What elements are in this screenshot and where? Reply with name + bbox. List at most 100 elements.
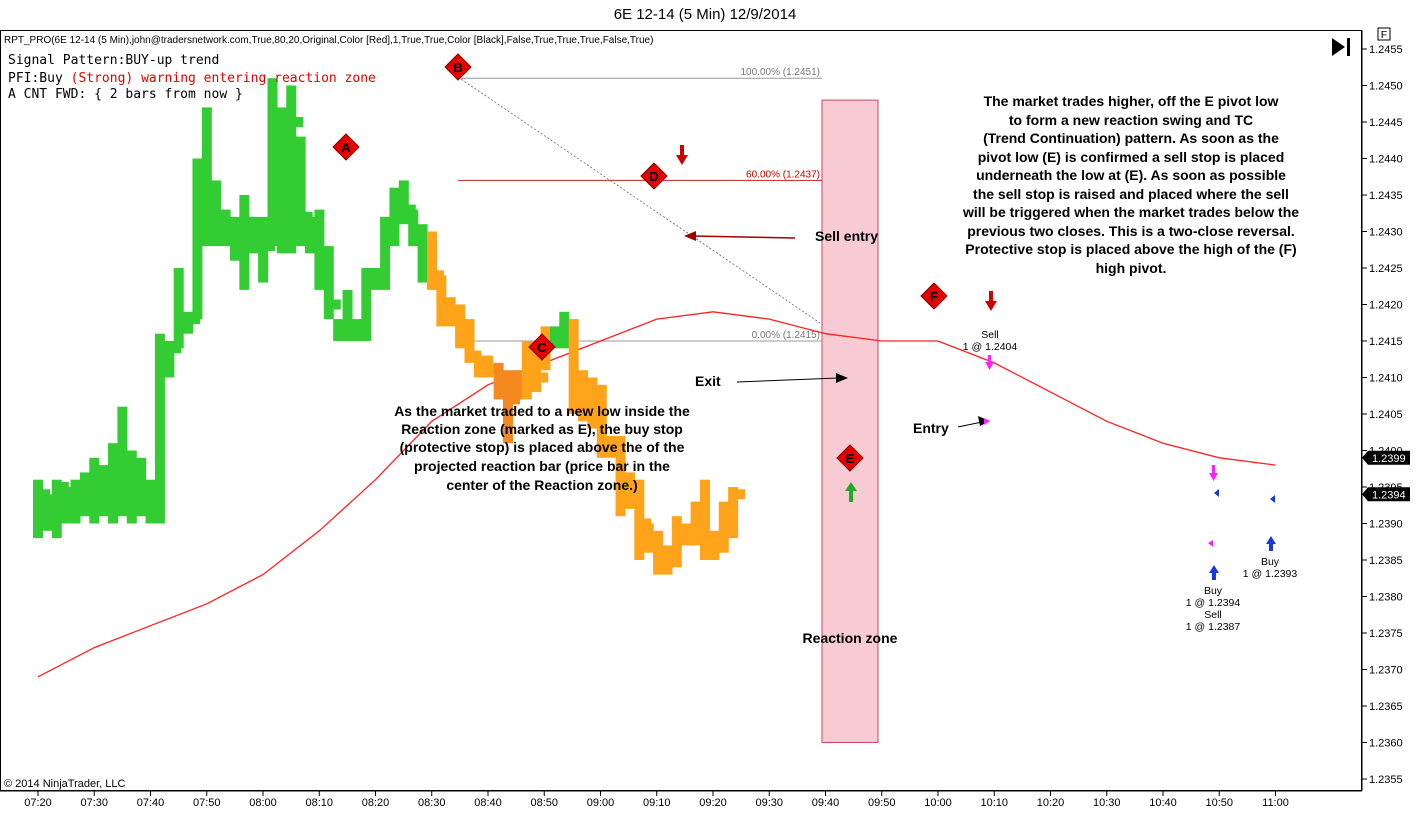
pivot-diamond-icon	[444, 53, 472, 81]
y-tick-label: 1.2385	[1369, 555, 1403, 567]
bar-range	[145, 479, 156, 524]
reaction-text-line: center of the Reaction zone.)	[446, 477, 637, 493]
bar-range	[164, 341, 175, 378]
x-tick-label: 09:40	[812, 797, 840, 809]
indicator-params: RPT_PRO(6E 12-14 (5 Min),john@tradersnet…	[4, 35, 653, 46]
y-tick-label: 1.2375	[1369, 628, 1403, 640]
bar-range	[276, 107, 287, 254]
x-tick-label: 10:30	[1093, 797, 1121, 809]
y-tick-label: 1.2415	[1369, 336, 1403, 348]
x-tick-label: 07:20	[24, 797, 52, 809]
y-tick-label: 1.2450	[1369, 81, 1403, 93]
y-tick-label: 1.2410	[1369, 373, 1403, 385]
bar-range	[464, 319, 475, 363]
bar-range	[239, 195, 250, 290]
x-tick-label: 10:10	[980, 797, 1008, 809]
bar-range	[229, 216, 240, 261]
pivot-label: C	[537, 340, 547, 355]
sell-entry-arrowhead	[684, 231, 696, 241]
x-tick-label: 08:10	[305, 797, 333, 809]
y-tick-label: 1.2355	[1369, 774, 1403, 786]
x-tick-label: 11:00	[1262, 797, 1289, 809]
last-price-tag: 1.2399	[1362, 450, 1410, 465]
bar-range	[136, 457, 147, 517]
bar-range	[436, 275, 447, 327]
y-tick-label: 1.2445	[1369, 117, 1403, 129]
trend-text-line: pivot low (E) is confirmed a sell stop i…	[978, 149, 1285, 165]
bar-range	[615, 435, 626, 517]
x-axis-ticks: 07:20 07:30 07:40 07:50 08:00 08:10 08:20 08:30…	[24, 791, 1289, 809]
signal-pattern: Signal Pattern:BUY-up trend	[8, 53, 219, 68]
x-tick-label: 10:00	[924, 797, 952, 809]
bar-range	[117, 406, 128, 517]
trend-text-block: The market trades higher, off the E pivo…	[962, 93, 1299, 276]
bar-range	[512, 370, 523, 400]
bar-range	[681, 523, 692, 546]
bar-range	[634, 479, 645, 560]
pivot-label: D	[649, 169, 658, 184]
price-bar	[258, 216, 276, 283]
last-price-bg	[1362, 487, 1410, 502]
pivot-diamond-icon	[920, 282, 948, 310]
bar-range	[493, 362, 504, 400]
trend-text-line: previous two closes. This is a two-close…	[967, 223, 1295, 239]
pivot-label: A	[341, 140, 351, 155]
pfi-line: PFI:Buy (Strong) warning entering reacti…	[8, 71, 376, 86]
bar-range	[643, 523, 654, 553]
y-tick-label: 1.2380	[1369, 592, 1403, 604]
x-tick-label: 08:50	[530, 797, 558, 809]
entry-label: Entry	[913, 420, 949, 436]
trend-text-line: (Trend Continuation) pattern. As soon as…	[983, 130, 1279, 146]
pivot-marker: A	[332, 133, 360, 161]
bar-range	[295, 136, 306, 247]
blue-fill-marker-icon	[1214, 489, 1219, 497]
bar-range	[455, 304, 466, 349]
bar-range	[108, 443, 119, 524]
pivot-label: E	[846, 451, 855, 466]
fib-level-label: 60.00% (1.2437)	[746, 169, 820, 180]
bar-range	[286, 85, 297, 254]
trade-action-label: Buy	[1261, 556, 1280, 568]
x-tick-label: 09:20	[699, 797, 727, 809]
x-tick-label: 08:30	[418, 797, 446, 809]
y-tick-label: 1.2425	[1369, 263, 1403, 275]
trade-price-label: 1 @ 1.2387	[1186, 621, 1241, 633]
fib-levels: 100.00% (1.2451) 60.00% (1.2437) 0.00% (1.…	[458, 67, 822, 342]
x-tick-label: 08:00	[249, 797, 277, 809]
y-tick-label: 1.2455	[1369, 44, 1403, 56]
red-down-arrow-icon	[676, 145, 688, 165]
bar-range	[248, 216, 259, 254]
f-box-label: F	[1381, 29, 1387, 41]
price-bar	[286, 85, 304, 254]
bar-range	[559, 311, 570, 349]
f-box[interactable]	[1377, 27, 1391, 41]
bar-range	[671, 516, 682, 568]
bar-range	[426, 231, 437, 290]
bar-range	[183, 311, 194, 334]
x-tick-label: 10:50	[1205, 797, 1233, 809]
trend-text-line: high pivot.	[1096, 260, 1167, 276]
bar-range	[662, 545, 673, 575]
trade-price-label: 1 @ 1.2404	[963, 341, 1018, 353]
pivot-diamond-icon	[640, 162, 668, 190]
x-tick-label: 09:30	[755, 797, 783, 809]
bar-range	[70, 479, 81, 524]
reaction-zone-label: Reaction zone	[803, 630, 898, 646]
x-tick-label: 09:50	[868, 797, 896, 809]
trade-action-label: Buy	[1204, 585, 1223, 597]
pivot-markers: A B C D E F	[332, 53, 948, 472]
y-tick-label: 1.2405	[1369, 409, 1403, 421]
skip-to-end-icon[interactable]	[1332, 38, 1350, 56]
bar-range	[323, 246, 334, 320]
x-tick-label: 07:30	[80, 797, 108, 809]
trend-text-line: underneath the low at (E). As soon as po…	[976, 167, 1286, 183]
reaction-text-block: As the market traded to a new low inside…	[394, 403, 690, 493]
x-tick-label: 09:00	[587, 797, 615, 809]
pivot-label: F	[930, 289, 938, 304]
bar-range	[483, 355, 494, 378]
y-tick-label: 1.2365	[1369, 701, 1403, 713]
sell-entry-arrow	[691, 235, 796, 239]
price-bars	[33, 78, 746, 575]
bar-range	[549, 326, 560, 349]
